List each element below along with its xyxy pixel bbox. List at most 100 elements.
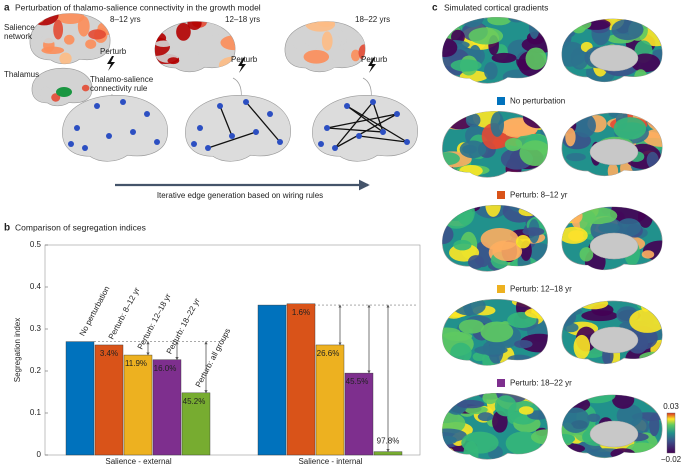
brain-patch: [220, 35, 236, 51]
brain-patch: [563, 322, 579, 333]
network-node: [191, 141, 197, 147]
brain-patch: [472, 352, 485, 362]
brain: [561, 206, 663, 271]
bar: [344, 372, 374, 456]
brain-patch: [453, 239, 472, 251]
bar: [315, 344, 345, 456]
brain-patch: [157, 21, 180, 25]
brain-patch: [561, 433, 576, 444]
brain-patch: [85, 39, 97, 49]
brain: [442, 111, 548, 178]
brain: [561, 394, 663, 459]
age-label: 18–22 yrs: [355, 15, 390, 24]
legend-swatch: [497, 285, 505, 293]
brain-patch: [565, 127, 576, 147]
legend-label: Perturb: 18–22 yr: [510, 379, 572, 388]
brain-patch: [167, 57, 180, 65]
brain-patch: [461, 431, 499, 454]
medial-wall: [589, 232, 639, 260]
brain-patch: [566, 18, 577, 37]
brain-patch: [467, 255, 485, 269]
salience-label: network: [4, 32, 33, 41]
y-tick-label: 0.2: [30, 366, 42, 375]
network-edge: [346, 105, 384, 133]
network-node: [318, 141, 324, 147]
brain-patch: [561, 18, 574, 35]
brain-patch: [40, 86, 52, 102]
x-tick-label: Salience - internal: [298, 457, 362, 466]
brain-patch: [442, 428, 467, 443]
network-node: [68, 141, 74, 147]
change-label: 3.4%: [100, 349, 118, 358]
series-label: Perturb: 18–22 yr: [165, 296, 202, 355]
brain-patch: [468, 27, 504, 45]
brain-patch: [531, 17, 548, 27]
medial-wall: [589, 420, 639, 448]
brain-patch: [656, 18, 663, 25]
brain-patch: [321, 31, 333, 51]
change-label: 97.8%: [377, 437, 400, 446]
network-node: [94, 103, 100, 109]
brain-patch: [634, 69, 648, 82]
lightning: [368, 58, 376, 73]
brain-patch: [613, 117, 647, 140]
salience-label: Salience: [4, 23, 35, 32]
brain-patch: [442, 224, 454, 245]
brain-patch: [462, 144, 477, 154]
brain-patch: [525, 47, 547, 70]
brain-patch: [507, 354, 532, 365]
brain-patch: [442, 152, 460, 166]
brain-patch: [459, 164, 483, 177]
legend-swatch: [497, 379, 505, 387]
panel-label: c: [432, 3, 438, 14]
brain-patch: [561, 112, 584, 121]
change-label: 45.2%: [183, 397, 206, 406]
thalamus-mark: [56, 87, 72, 97]
brain-surface: [312, 95, 418, 162]
brain-patch: [504, 138, 523, 152]
brain-patch: [53, 19, 64, 40]
brain-patch: [581, 310, 618, 322]
network-node: [324, 125, 330, 131]
brain-patch: [519, 333, 548, 353]
arrow-text: Iterative edge generation based on wirin…: [157, 191, 323, 200]
brain-patches: [154, 21, 236, 72]
brain-patch: [485, 205, 501, 217]
network-edge: [358, 135, 408, 143]
brain-patch: [293, 42, 309, 50]
brain: [62, 95, 168, 162]
brain: [442, 205, 548, 272]
brain: [312, 95, 418, 162]
network-node: [229, 133, 235, 139]
brain-patch: [442, 111, 473, 116]
brain-patch: [490, 111, 504, 137]
brain: [561, 300, 663, 365]
network-node: [404, 139, 410, 145]
network-node: [82, 145, 88, 151]
network-edge: [346, 105, 408, 143]
brain-patch: [358, 44, 366, 61]
brain-patch: [474, 345, 508, 355]
brain-patch: [442, 38, 458, 58]
brain-patch: [579, 247, 594, 262]
brain: [29, 13, 111, 65]
brain-patch: [616, 218, 642, 237]
bar: [373, 451, 403, 456]
brain-patch: [442, 327, 461, 337]
panel-label: b: [4, 223, 10, 234]
colorbar-min: −0.02: [661, 455, 682, 464]
brain-patch: [649, 413, 660, 437]
plot-frame: [44, 244, 421, 456]
y-tick-label: 0: [37, 450, 42, 459]
brain-patch: [518, 406, 534, 415]
bar: [65, 341, 95, 456]
brain-patch: [566, 152, 586, 162]
brain-patch: [561, 41, 587, 67]
brain-patch: [59, 52, 72, 64]
network-node: [130, 129, 136, 135]
perturb-label: Perturb: [231, 55, 258, 64]
brain-patch: [317, 21, 335, 28]
brain-patch: [641, 250, 655, 259]
legend-label: Perturb: 8–12 yr: [510, 191, 568, 200]
network-node: [267, 111, 273, 117]
